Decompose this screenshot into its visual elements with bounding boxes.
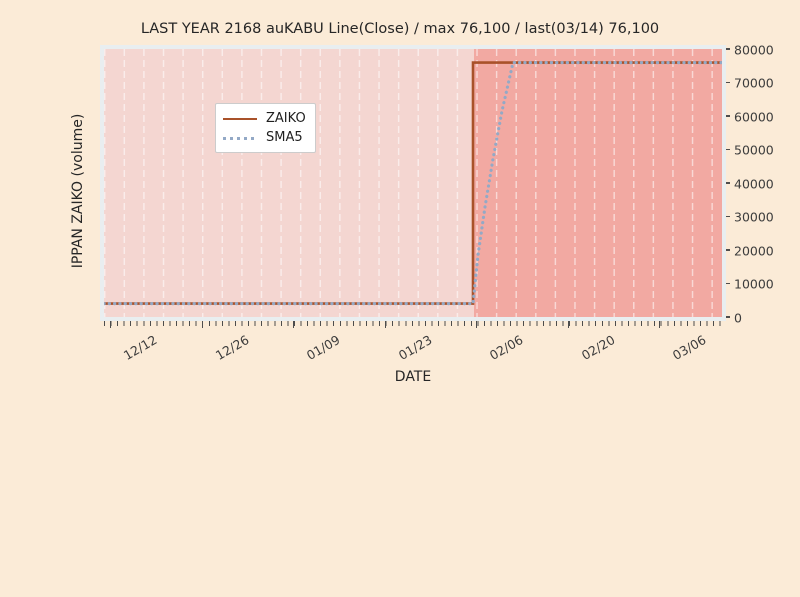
x-axis-tick-mark — [567, 321, 569, 328]
y-axis-tick-label: 70000 — [734, 75, 774, 91]
y-axis: 0 10000 20000 30000 40000 50000 60000 70000 8000… — [726, 42, 796, 325]
y-axis-tick-mark — [726, 316, 730, 318]
y-axis-tick-mark — [726, 48, 730, 50]
x-axis: 12/12 12/26 01/09 01/23 02/06 02/20 03/06 — [104, 321, 722, 597]
y-axis-title: IPPAN ZAIKO (volume) — [70, 113, 86, 269]
x-axis-tick-mark — [659, 321, 661, 328]
legend-label-zaiko: ZAIKO — [266, 111, 306, 126]
series-line-sma5 — [104, 63, 722, 304]
x-axis-tick-mark — [476, 321, 478, 328]
y-axis-tick-mark — [726, 249, 730, 251]
series-line-zaiko — [104, 63, 722, 304]
y-axis-tick-mark — [726, 282, 730, 285]
y-axis-tick-label: 10000 — [734, 276, 774, 292]
y-axis-tick-label: 0 — [734, 310, 742, 325]
x-axis-tick-mark — [384, 321, 386, 328]
y-axis-tick-mark — [726, 115, 730, 117]
x-axis-tick-label: 02/20 — [578, 332, 618, 364]
x-axis-tick-mark — [201, 321, 203, 328]
chart-legend[interactable]: ZAIKO SMA5 — [215, 103, 316, 153]
chart-figure: LAST YEAR 2168 auKABU Line(Close) / max … — [70, 21, 796, 385]
x-axis-tick-label: 02/06 — [486, 332, 526, 364]
x-axis-tick-mark — [110, 321, 112, 328]
page-title: LAST YEAR 2168 auKABU Line(Close) / max … — [140, 21, 660, 37]
x-axis-minor-ticks — [104, 321, 722, 326]
y-axis-tick-mark — [726, 81, 730, 84]
legend-swatch-line-icon — [223, 114, 257, 124]
y-axis-tick-label: 30000 — [734, 209, 774, 225]
legend-swatch-dotted-icon — [223, 133, 257, 143]
x-axis-title: DATE — [394, 369, 432, 385]
legend-item-sma5[interactable]: SMA5 — [223, 128, 306, 147]
y-axis-tick-label: 60000 — [734, 109, 774, 124]
x-axis-tick-mark — [293, 321, 295, 328]
x-axis-tick-label: 12/12 — [120, 332, 160, 364]
y-axis-tick-mark — [726, 148, 730, 151]
plot-frame: ZAIKO SMA5 — [100, 45, 726, 321]
x-axis-tick-label: 12/26 — [212, 332, 252, 364]
y-axis-tick-label: 20000 — [734, 243, 774, 258]
x-axis-tick-label: 03/06 — [669, 332, 709, 364]
x-axis-tick-label: 01/09 — [303, 332, 343, 364]
y-axis-tick-label: 50000 — [734, 142, 774, 158]
y-axis-tick-mark — [726, 182, 730, 184]
plot-area: ZAIKO SMA5 — [104, 49, 722, 317]
y-axis-tick-mark — [726, 215, 730, 218]
legend-item-zaiko[interactable]: ZAIKO — [223, 109, 306, 128]
y-axis-tick-label: 80000 — [734, 42, 774, 57]
y-axis-tick-label: 40000 — [734, 176, 774, 191]
vertical-gridlines — [104, 49, 722, 317]
series-layer — [104, 49, 722, 317]
x-axis-tick-label: 01/23 — [395, 332, 435, 364]
legend-label-sma5: SMA5 — [266, 130, 303, 145]
